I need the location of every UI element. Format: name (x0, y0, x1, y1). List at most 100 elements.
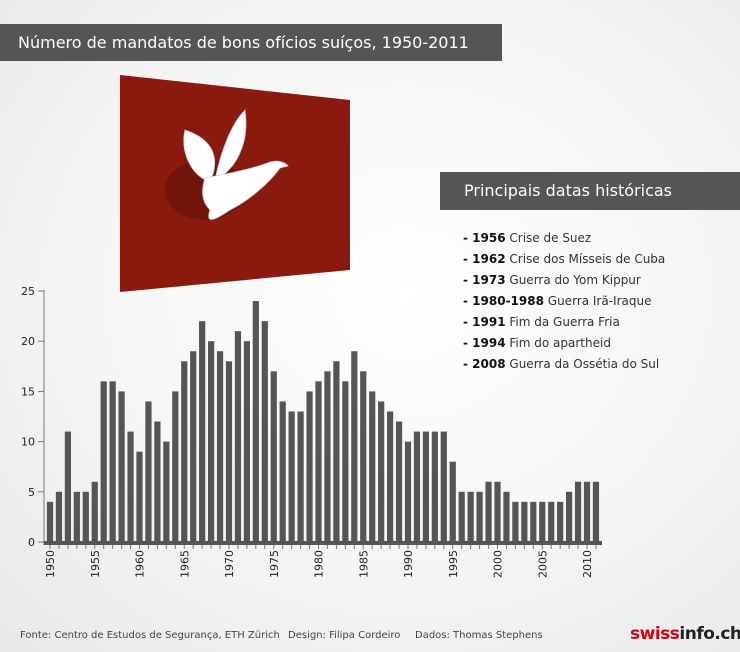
bar-1993 (431, 431, 438, 542)
bar-1965 (181, 361, 188, 542)
x-tick-label: 1955 (89, 550, 102, 578)
x-tick-label: 1960 (134, 550, 147, 578)
event-year: 1962 (472, 252, 506, 266)
x-axis (44, 541, 602, 545)
bar-1979 (306, 391, 313, 542)
bar-2011 (592, 481, 600, 542)
event-year: 1956 (472, 231, 506, 245)
bar-1956 (100, 381, 107, 542)
chart-title: Número de mandatos de bons ofícios suíço… (0, 24, 502, 61)
bar-1960 (136, 451, 143, 542)
x-tick-label: 1965 (178, 550, 191, 578)
footer-source: Fonte: Centro de Estudos de Segurança, E… (20, 630, 280, 641)
bar-1957 (109, 381, 116, 542)
bar-1982 (333, 361, 340, 542)
event-label: Crise de Suez (509, 231, 592, 245)
x-tick-label: 2005 (536, 550, 549, 578)
y-tick-label: 20 (21, 335, 35, 348)
bar-1951 (55, 491, 63, 542)
bar-1998 (476, 491, 483, 542)
bar-1980 (315, 381, 322, 542)
x-tick-label: 1995 (447, 550, 460, 578)
event-item: - 2008 Guerra da Ossétia do Sul (463, 357, 660, 371)
bar-1969 (216, 351, 224, 542)
bar-2009 (574, 481, 582, 542)
bar-1975 (270, 371, 277, 542)
event-item: - 1962 Crise dos Mísseis de Cuba (463, 252, 666, 266)
bar-1952 (64, 431, 71, 542)
event-label: Crise dos Mísseis de Cuba (509, 252, 666, 266)
bar-2003 (521, 501, 528, 542)
bar-2005 (539, 501, 546, 542)
y-tick-label: 0 (28, 536, 35, 549)
event-year: 1980-1988 (472, 294, 544, 308)
event-year: 1994 (472, 336, 506, 350)
y-tick-label: 15 (21, 385, 35, 398)
bar-1954 (82, 491, 89, 542)
bar-1991 (413, 431, 421, 542)
bar-2001 (503, 491, 510, 542)
bar-1995 (449, 461, 456, 542)
bar-1989 (395, 421, 403, 542)
bar-1966 (190, 351, 197, 542)
x-tick-label: 1970 (223, 550, 236, 578)
bar-1953 (73, 491, 80, 542)
bar-1958 (118, 391, 125, 542)
event-item: - 1973 Guerra do Yom Kippur (463, 273, 641, 287)
x-tick-label: 2010 (581, 550, 594, 578)
bar-1961 (145, 401, 152, 542)
x-tick-label: 1990 (402, 550, 415, 578)
bar-1987 (378, 401, 385, 542)
bar-2000 (494, 481, 501, 542)
bar-1967 (199, 321, 206, 542)
footer-design: Design: Filipa Cordeiro (288, 630, 401, 641)
event-year: 1991 (472, 315, 506, 329)
dove-flag-illustration (120, 75, 350, 292)
bar-1981 (324, 371, 331, 542)
event-item: - 1980-1988 Guerra Irã-Iraque (463, 294, 652, 308)
bar-1968 (208, 341, 215, 542)
bar-1996 (458, 491, 465, 542)
y-tick-label: 25 (21, 285, 35, 298)
event-item: - 1994 Fim do apartheid (463, 336, 611, 350)
bar-1977 (288, 411, 295, 542)
bar-2008 (566, 491, 573, 542)
bar-1994 (440, 431, 447, 542)
swissinfo-logo[interactable]: swissinfo.ch (630, 624, 740, 644)
x-tick-label: 2000 (492, 550, 505, 578)
event-label: Guerra da Ossétia do Sul (509, 357, 660, 371)
bar-1985 (360, 371, 367, 542)
event-item: - 1991 Fim da Guerra Fria (463, 315, 620, 329)
bar-1997 (467, 491, 474, 542)
bar-1962 (154, 421, 161, 542)
bar-2002 (512, 501, 519, 542)
bar-chart: 0 5 10 15 20 25 1950 1955 1960 1965 1970 1975 1980 19… (21, 285, 602, 578)
bar-1999 (485, 481, 492, 542)
x-tick-label: 1975 (268, 550, 281, 578)
event-label: Fim da Guerra Fria (509, 315, 620, 329)
bar-1963 (163, 441, 170, 542)
y-tick-label: 10 (21, 436, 35, 449)
bar-1972 (243, 341, 250, 542)
bar-1992 (422, 431, 429, 542)
footer-data: Dados: Thomas Stephens (415, 630, 543, 641)
bar-1974 (261, 321, 268, 542)
bar-1970 (225, 361, 233, 542)
x-tick-label: 1985 (357, 550, 370, 578)
bar-2010 (583, 481, 591, 542)
bar-2007 (557, 501, 564, 542)
bar-1983 (342, 381, 349, 542)
bar-1978 (297, 411, 304, 542)
y-tick-label: 5 (28, 486, 35, 499)
x-tick-label: 1980 (313, 550, 326, 578)
bar-1984 (351, 351, 358, 542)
event-label: Fim do apartheid (509, 336, 611, 350)
bar-1971 (234, 331, 242, 542)
event-year: 2008 (472, 357, 506, 371)
bar-1973 (252, 301, 259, 542)
event-year: 1973 (472, 273, 506, 287)
bar-2004 (530, 501, 537, 542)
bar-1986 (369, 391, 376, 542)
event-label: Guerra Irã-Iraque (547, 294, 652, 308)
bar-1950 (46, 501, 54, 542)
